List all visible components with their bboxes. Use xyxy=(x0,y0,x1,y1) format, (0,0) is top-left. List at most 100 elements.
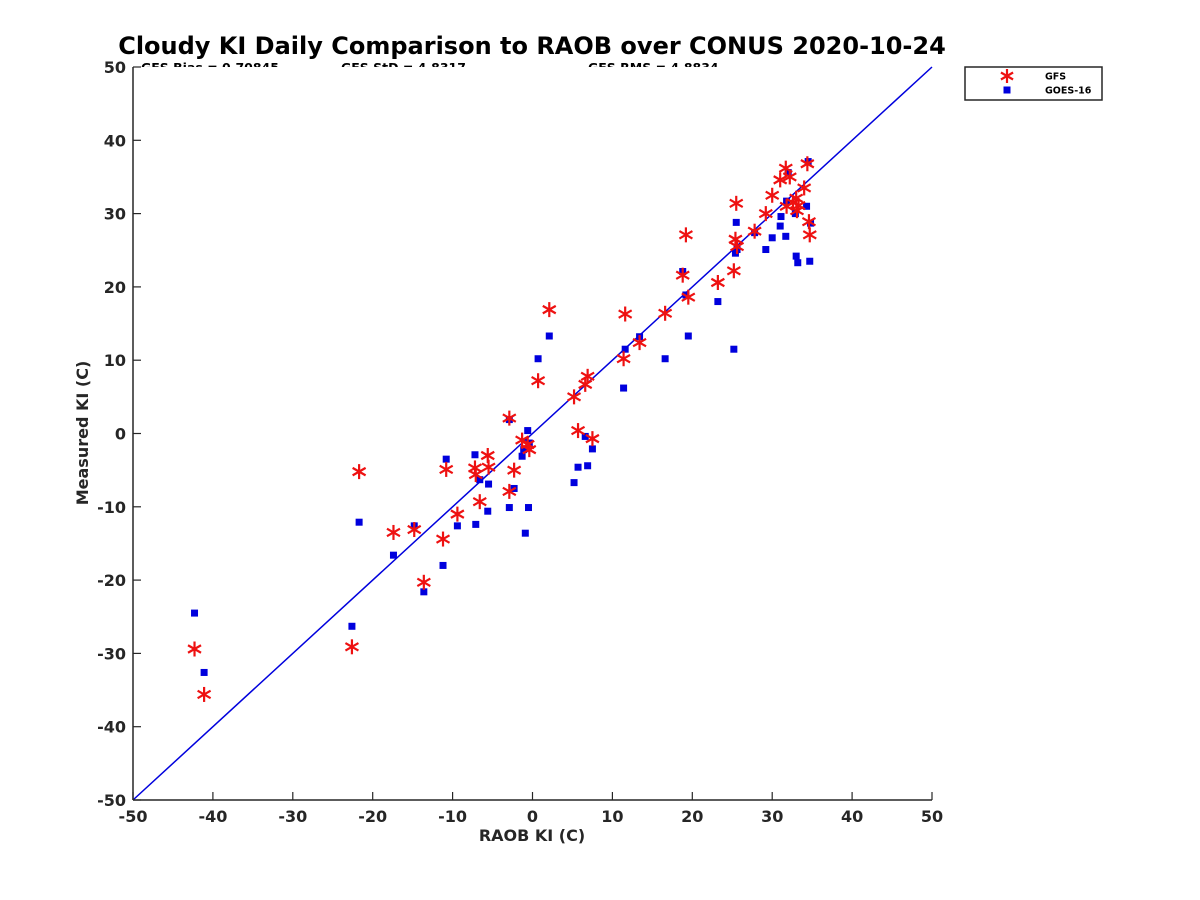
gfs-point xyxy=(632,335,647,351)
goes16-point xyxy=(442,455,450,463)
y-tick-label: 40 xyxy=(104,131,126,150)
data-series xyxy=(187,156,817,702)
gfs-point xyxy=(435,531,451,547)
goes16-point xyxy=(505,504,513,512)
series-gfs xyxy=(187,156,817,702)
x-tick-label: -30 xyxy=(278,807,307,826)
gfs-point xyxy=(439,461,454,477)
gfs-point xyxy=(782,169,797,185)
goes16-point xyxy=(520,446,528,454)
goes16-point xyxy=(570,479,578,487)
gfs-point xyxy=(773,172,788,188)
gfs-point xyxy=(507,462,522,478)
gfs-point xyxy=(570,423,586,439)
y-tick-label: 30 xyxy=(104,205,126,224)
goes16-point xyxy=(782,232,790,240)
goes16-point xyxy=(545,332,553,340)
x-tick-label: -10 xyxy=(438,807,467,826)
gfs-point xyxy=(542,302,557,318)
y-tick-label: -40 xyxy=(97,718,126,737)
legend-label: GOES-16 xyxy=(1045,86,1092,97)
gfs-point xyxy=(758,206,773,222)
goes16-point xyxy=(484,507,492,515)
x-tick-label: -40 xyxy=(198,807,227,826)
gfs-point xyxy=(352,464,367,480)
y-tick-label: 50 xyxy=(104,58,126,77)
goes16-point xyxy=(471,451,479,459)
gfs-point xyxy=(187,641,202,657)
gfs-point xyxy=(765,187,780,203)
goes16-point xyxy=(389,551,397,559)
x-ticks: -50 -40 -30 -20 -10 0 10 20 30 40 50 xyxy=(119,792,943,826)
goes16-point xyxy=(588,445,596,453)
gfs-point xyxy=(567,389,582,405)
goes16-point xyxy=(472,520,480,528)
gfs-point xyxy=(450,506,465,522)
goes16-point xyxy=(584,462,592,470)
gfs-point xyxy=(502,410,517,426)
goes16-point xyxy=(803,202,811,210)
one-to-one-line xyxy=(132,66,933,801)
goes16-point xyxy=(714,298,722,306)
gfs-point xyxy=(468,467,483,483)
goes16-point xyxy=(420,588,428,596)
goes16-point xyxy=(191,609,199,617)
gfs-point xyxy=(658,305,673,321)
y-tick-label: -10 xyxy=(97,498,126,517)
legend-goes16-marker xyxy=(1003,86,1011,94)
goes16-point xyxy=(794,259,802,267)
legend-label: GFS xyxy=(1045,72,1066,83)
x-tick-label: 0 xyxy=(527,807,538,826)
gfs-point xyxy=(585,431,600,447)
gfs-point xyxy=(681,289,696,305)
goes16-point xyxy=(200,668,208,676)
goes16-point xyxy=(525,504,533,512)
gfs-point xyxy=(344,639,359,655)
gfs-point xyxy=(618,306,633,322)
y-tick-label: -20 xyxy=(97,571,126,590)
goes16-point xyxy=(453,522,461,530)
gfs-point xyxy=(802,227,817,243)
goes16-point xyxy=(355,518,363,526)
gfs-point xyxy=(580,368,595,384)
x-tick-label: -50 xyxy=(119,807,148,826)
x-tick-label: 20 xyxy=(681,807,703,826)
x-tick-label: 10 xyxy=(601,807,623,826)
chart-title: Cloudy KI Daily Comparison to RAOB over … xyxy=(118,32,946,60)
goes16-point xyxy=(485,480,493,488)
goes16-point xyxy=(806,257,814,265)
goes16-point xyxy=(792,252,800,260)
goes16-point xyxy=(574,463,582,471)
y-tick-label: 10 xyxy=(104,351,126,370)
goes16-point xyxy=(661,355,669,363)
gfs-point xyxy=(481,459,496,475)
axes: -50 -40 -30 -20 -10 0 10 20 30 40 50 50 40 30 20 10 0 -1… xyxy=(97,58,943,826)
plot-area xyxy=(132,66,933,801)
gfs-point xyxy=(522,442,537,458)
goes16-point xyxy=(621,345,629,353)
goes16-point xyxy=(620,384,628,392)
legend-box xyxy=(964,66,1103,101)
gfs-point xyxy=(678,227,693,243)
goes16-point xyxy=(732,218,740,226)
y-tick-label: -30 xyxy=(97,644,126,663)
gfs-point xyxy=(747,223,762,239)
gfs-point xyxy=(726,263,741,279)
goes16-point xyxy=(731,249,739,257)
goes16-point xyxy=(524,427,532,435)
gfs-point xyxy=(616,351,631,367)
goes16-point xyxy=(534,355,542,363)
gfs-point xyxy=(578,376,593,392)
gfs-point xyxy=(416,574,431,590)
legend-gfs-marker xyxy=(1000,69,1014,83)
x-tick-label: 30 xyxy=(761,807,783,826)
goes16-point xyxy=(348,622,356,630)
y-ticks: 50 40 30 20 10 0 -10 -20 -30 -40 -50 xyxy=(97,58,141,810)
goes16-point xyxy=(768,234,776,242)
goes16-point xyxy=(791,210,799,218)
gfs-point xyxy=(728,231,743,247)
gfs-point xyxy=(729,239,745,255)
x-tick-label: 40 xyxy=(841,807,863,826)
gfs-point xyxy=(531,373,546,389)
